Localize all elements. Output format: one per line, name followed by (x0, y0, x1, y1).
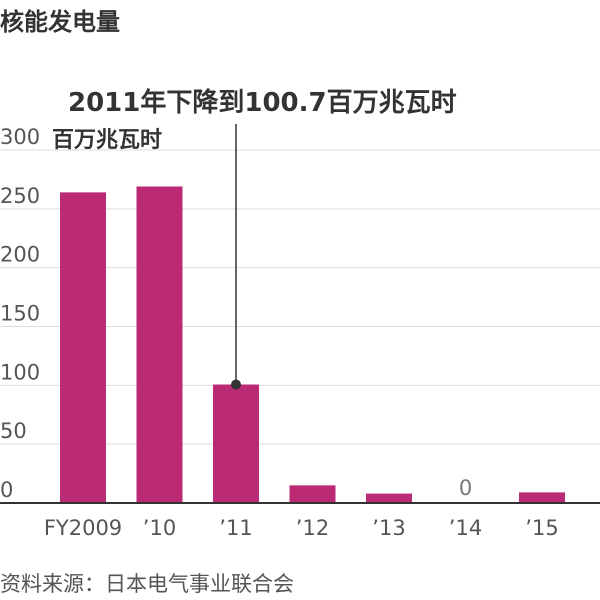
bar (519, 492, 565, 503)
bar (213, 384, 259, 503)
bar (60, 192, 106, 504)
value-labels: 0 (459, 476, 472, 500)
y-tick-label: 100 (0, 360, 40, 384)
y-tick-label: 50 (0, 419, 27, 443)
x-tick-label: ’11 (219, 516, 252, 540)
y-tick-label: 250 (0, 184, 40, 208)
y-tick-label: 300 (0, 125, 40, 149)
y-tick-label: 150 (0, 302, 40, 326)
x-tick-label: FY2009 (44, 516, 122, 540)
x-tick-label: ’13 (372, 516, 405, 540)
value-label: 0 (459, 476, 472, 500)
x-tick-label: ’12 (296, 516, 329, 540)
x-axis-ticks: FY2009 ’10 ’11 ’12 ’13 ’14 ’15 (44, 516, 559, 540)
bar (136, 186, 183, 503)
bar (366, 493, 412, 503)
x-tick-label: ’14 (449, 516, 482, 540)
source-note: 资料来源：日本电气事业联合会 (0, 572, 294, 596)
y-axis-ticks: 0 50 100 150 200 250 300 (0, 125, 40, 502)
chart-title: 核能发电量 (0, 8, 120, 36)
annotation: 2011年下降到100.7百万兆瓦时 (68, 87, 457, 390)
y-tick-label: 0 (0, 478, 13, 502)
bar (289, 485, 336, 503)
y-tick-label: 200 (0, 243, 40, 267)
annotation-text: 2011年下降到100.7百万兆瓦时 (68, 87, 457, 118)
x-tick-label: ’10 (143, 516, 176, 540)
bars (60, 186, 565, 504)
annotation-marker (231, 379, 241, 390)
unit-label: 百万兆瓦时 (52, 128, 162, 153)
x-tick-label: ’15 (525, 516, 558, 540)
